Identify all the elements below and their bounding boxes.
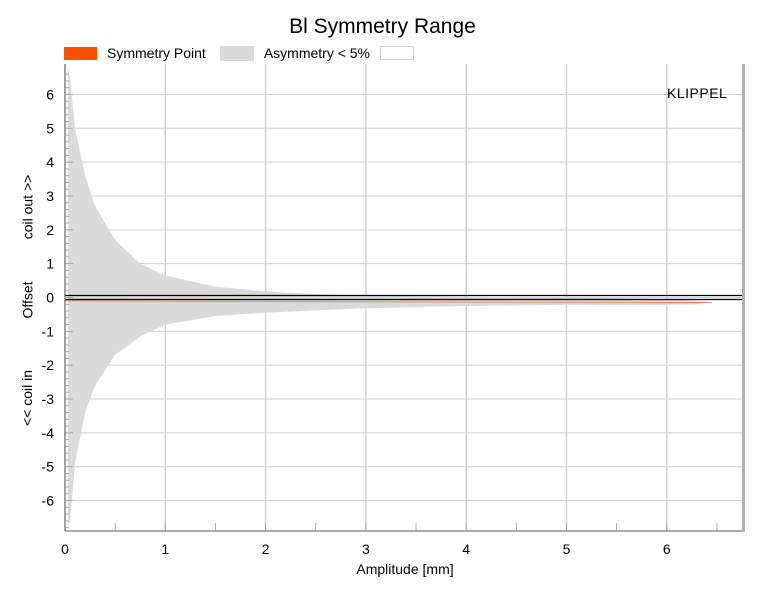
y-tick-label: 6 [46,86,54,102]
y-tick-label: -1 [42,323,55,339]
legend-swatch-empty [380,46,415,60]
reference-lines-group [64,294,742,304]
x-tick-labels: 0 1 2 3 4 5 6 [61,541,671,557]
y-tick-label: -4 [42,425,55,441]
x-tick-label: 6 [663,541,671,557]
y-tick-label: 1 [46,256,54,272]
x-tick-label: 5 [563,541,571,557]
y-tick-label: 4 [46,154,54,170]
asymmetry-band [68,67,712,528]
klippel-watermark: KLIPPEL [667,85,728,101]
legend: Symmetry Point Asymmetry < 5% [64,44,424,62]
right-border [742,64,745,532]
y-axis-label: Offset [19,281,36,319]
y-tick-label: -5 [42,459,55,475]
y-tick-label: 0 [46,290,54,306]
y-tick-label: 5 [46,120,54,136]
x-tick-label: 2 [262,541,270,557]
y-tick-label: 2 [46,222,54,238]
x-tick-label: 3 [362,541,370,557]
y-tick-label: -3 [42,391,55,407]
legend-label-asymmetry: Asymmetry < 5% [263,45,371,61]
plot-frame [64,64,745,532]
y-tick-label: -6 [42,493,55,509]
legend-swatch-asymmetry [219,45,254,61]
y-tick-label: 3 [46,188,54,204]
y-tick-label: -2 [42,357,55,373]
x-tick-label: 1 [161,541,169,557]
y-tick-labels: -6 -5 -4 -3 -2 -1 0 1 2 3 4 5 6 [42,86,55,508]
y-axis-label-upper: coil out >> [18,174,35,240]
x-axis-label: Amplitude [mm] [356,561,454,577]
x-tick-label: 0 [61,541,69,557]
x-tick-label: 4 [462,541,470,557]
asymmetry-band-group [68,67,712,528]
y-axis-label-lower: << coil in [19,369,36,427]
legend-swatch-symmetry-point [64,46,97,60]
symmetry-point-line [64,300,712,304]
legend-label-symmetry-point: Symmetry Point [107,45,206,61]
chart-title: Bl Symmetry Range [289,15,476,38]
